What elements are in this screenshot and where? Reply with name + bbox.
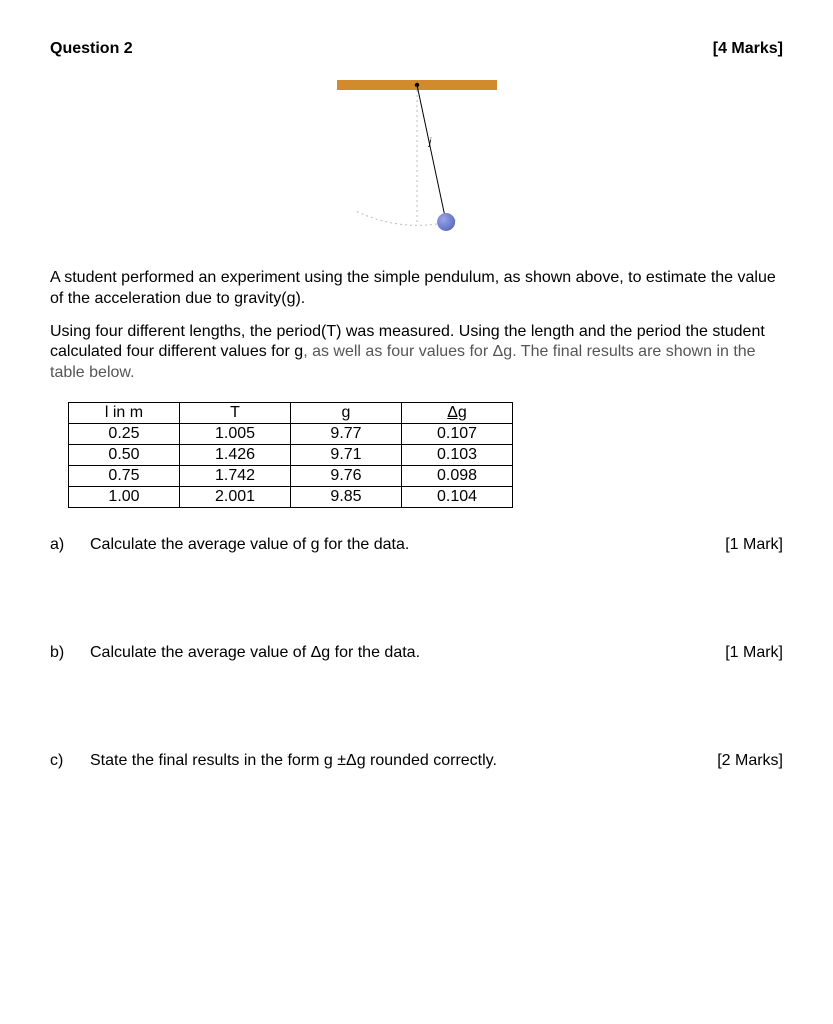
table-cell: 1.00: [69, 486, 180, 507]
table-cell: 0.103: [402, 444, 513, 465]
intro-paragraph-1: A student performed an experiment using …: [50, 268, 783, 310]
table-row: 0.251.0059.770.107: [69, 423, 513, 444]
table-header-cell: l in m: [69, 402, 180, 423]
total-marks: [4 Marks]: [713, 40, 783, 58]
table-cell: 0.104: [402, 486, 513, 507]
table-header-cell: Δg: [402, 402, 513, 423]
question-marks: [1 Mark]: [693, 644, 783, 662]
table-body: 0.251.0059.770.1070.501.4269.710.1030.75…: [69, 423, 513, 507]
data-table: l in mTgΔg 0.251.0059.770.1070.501.4269.…: [68, 402, 513, 508]
table-cell: 1.426: [180, 444, 291, 465]
svg-text:j: j: [427, 137, 432, 148]
question-row: c)State the final results in the form g …: [50, 752, 783, 770]
question-text: State the final results in the form g ±Δ…: [90, 752, 693, 770]
table-cell: 9.71: [291, 444, 402, 465]
table-cell: 9.76: [291, 465, 402, 486]
table-row: 0.751.7429.760.098: [69, 465, 513, 486]
table-cell: 1.005: [180, 423, 291, 444]
table-cell: 0.107: [402, 423, 513, 444]
pendulum-svg: j: [317, 70, 517, 250]
question-label: a): [50, 536, 90, 554]
question-text: Calculate the average value of g for the…: [90, 536, 693, 554]
intro-paragraph-2: Using four different lengths, the period…: [50, 322, 783, 384]
table-head: l in mTgΔg: [69, 402, 513, 423]
question-row: b)Calculate the average value of Δg for …: [50, 644, 783, 662]
header-row: Question 2 [4 Marks]: [50, 40, 783, 58]
question-text: Calculate the average value of Δg for th…: [90, 644, 693, 662]
question-label: c): [50, 752, 90, 770]
questions-list: a)Calculate the average value of g for t…: [50, 536, 783, 770]
table-cell: 9.85: [291, 486, 402, 507]
table-cell: 1.742: [180, 465, 291, 486]
question-marks: [1 Mark]: [693, 536, 783, 554]
question-title: Question 2: [50, 40, 133, 58]
pendulum-diagram: j: [50, 70, 783, 250]
table-cell: 0.098: [402, 465, 513, 486]
question-marks: [2 Marks]: [693, 752, 783, 770]
table-cell: 9.77: [291, 423, 402, 444]
table-cell: 0.50: [69, 444, 180, 465]
question-label: b): [50, 644, 90, 662]
table-cell: 2.001: [180, 486, 291, 507]
table-header-cell: g: [291, 402, 402, 423]
question-row: a)Calculate the average value of g for t…: [50, 536, 783, 554]
table-row: 0.501.4269.710.103: [69, 444, 513, 465]
table-cell: 0.25: [69, 423, 180, 444]
page: Question 2 [4 Marks] j A student perform…: [0, 0, 833, 1024]
table-cell: 0.75: [69, 465, 180, 486]
table-row: 1.002.0019.850.104: [69, 486, 513, 507]
table-header-row: l in mTgΔg: [69, 402, 513, 423]
table-header-cell: T: [180, 402, 291, 423]
